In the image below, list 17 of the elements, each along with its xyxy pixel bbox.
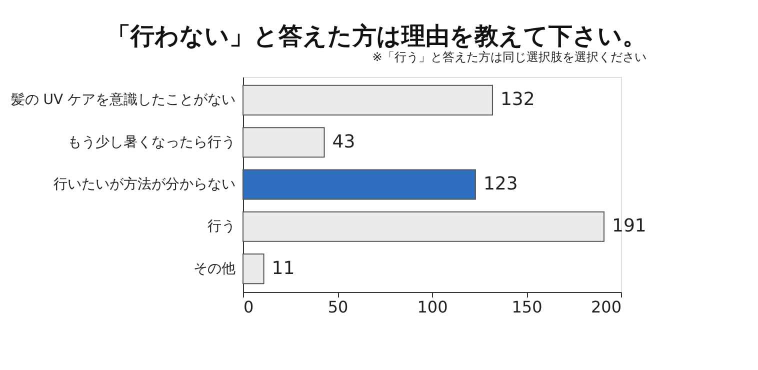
data-label: 132 (500, 89, 535, 110)
chart-subtitle: ※「行う」と答えた方は同じ選択肢を選択ください (372, 50, 646, 64)
data-label: 191 (612, 216, 646, 237)
x-tick-label: 0 (244, 298, 254, 316)
x-tick-label: 50 (328, 298, 348, 316)
x-tick-label: 200 (590, 298, 622, 316)
y-tick-label: 行いたいが方法が分からない (54, 176, 236, 192)
x-tick-label: 150 (512, 298, 542, 316)
data-label: 123 (483, 174, 518, 194)
y-tick-label: 行う (208, 218, 236, 235)
x-tick-label: 100 (417, 298, 448, 316)
y-tick-label: もう少し暑くなったら行う (68, 134, 236, 150)
y-tick-label: その他 (194, 260, 236, 277)
y-tick-label: 髪の UV ケアを意識したことがない (10, 92, 236, 108)
data-label: 11 (272, 258, 295, 279)
data-label: 43 (332, 131, 356, 152)
chart-title: 「行わない」と答えた方は理由を教えて下さい。 (106, 22, 646, 50)
